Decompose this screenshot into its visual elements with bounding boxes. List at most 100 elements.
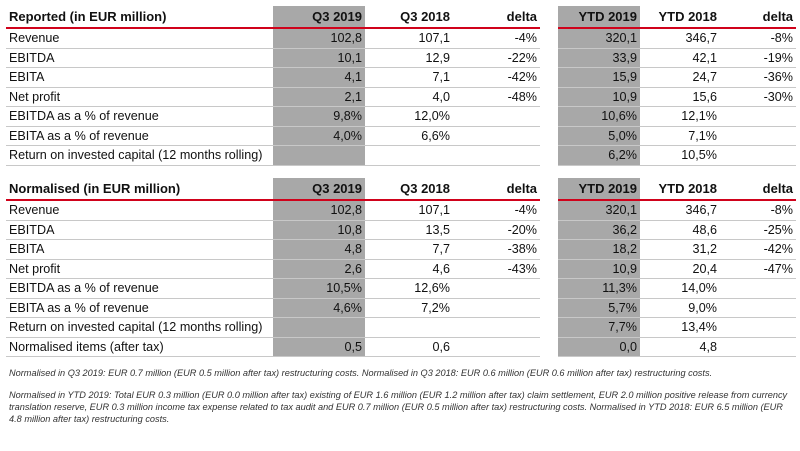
cell-q3-2018: 12,0% [365, 106, 453, 127]
cell-q3-2019: 2,1 [273, 87, 365, 107]
reported-table-body: Reported (in EUR million) Q3 2019 Q3 2018 d… [6, 6, 796, 166]
column-gap [540, 178, 558, 200]
table-row: EBITDA 10,8 13,5 -20% 36,2 48,6 -25% [6, 220, 796, 240]
cell-q3-2019: 102,8 [273, 28, 365, 49]
column-gap [540, 67, 558, 87]
col-header-q-delta: delta [453, 178, 540, 201]
cell-ytd-2018: 31,2 [640, 239, 720, 260]
cell-ytd-delta: -36% [720, 67, 796, 88]
cell-q3-2019: 9,8% [273, 106, 365, 127]
cell-ytd-2018: 7,1% [640, 126, 720, 146]
cell-ytd-2018: 14,0% [640, 278, 720, 299]
cell-q3-2019: 4,6% [273, 298, 365, 318]
column-gap [540, 106, 558, 126]
table-row: EBITA 4,8 7,7 -38% 18,2 31,2 -42% [6, 239, 796, 260]
row-label: EBITDA as a % of revenue [6, 106, 273, 127]
row-label: Net profit [6, 87, 273, 107]
col-header-q-delta: delta [453, 6, 540, 29]
cell-ytd-2019: 7,7% [558, 317, 640, 338]
table-row: EBITDA 10,1 12,9 -22% 33,9 42,1 -19% [6, 48, 796, 68]
table-row: EBITDA as a % of revenue 9,8% 12,0% 10,6% 12… [6, 106, 796, 127]
column-gap [540, 317, 558, 337]
cell-q3-2019: 102,8 [273, 200, 365, 221]
cell-ytd-delta [720, 278, 796, 299]
cell-ytd-2018: 346,7 [640, 200, 720, 221]
row-label: Return on invested capital (12 months ro… [6, 145, 273, 166]
table-title: Normalised (in EUR million) [6, 178, 273, 201]
cell-q-delta: -22% [453, 48, 540, 68]
cell-ytd-2018: 20,4 [640, 259, 720, 279]
cell-q3-2018 [365, 145, 453, 166]
col-header-q3-2019: Q3 2019 [273, 178, 365, 201]
cell-ytd-delta [720, 106, 796, 127]
footnote-q3: Normalised in Q3 2019: EUR 0.7 million (… [9, 368, 713, 378]
cell-ytd-2019: 33,9 [558, 48, 640, 68]
cell-q-delta: -4% [453, 200, 540, 221]
cell-q3-2019 [273, 317, 365, 338]
col-header-ytd-delta: delta [720, 6, 796, 29]
cell-q-delta [453, 106, 540, 127]
row-label: EBITDA [6, 48, 273, 68]
col-header-ytd-2019: YTD 2019 [558, 178, 640, 201]
cell-q3-2018: 7,2% [365, 298, 453, 318]
row-label: EBITDA [6, 220, 273, 240]
cell-ytd-delta [720, 126, 796, 146]
cell-q3-2019 [273, 145, 365, 166]
normalised-table-body: Normalised (in EUR million) Q3 2019 Q3 201… [6, 178, 796, 357]
cell-ytd-delta: -8% [720, 200, 796, 221]
table-row: EBITA as a % of revenue 4,6% 7,2% 5,7% 9,0% [6, 298, 796, 318]
cell-ytd-delta [720, 317, 796, 338]
row-label: Revenue [6, 28, 273, 49]
table-row: Return on invested capital (12 months ro… [6, 317, 796, 338]
col-header-ytd-2018: YTD 2018 [640, 6, 720, 29]
row-label: EBITA [6, 239, 273, 260]
column-gap [540, 200, 558, 220]
column-gap [540, 220, 558, 240]
cell-ytd-2018: 12,1% [640, 106, 720, 127]
col-header-q3-2018: Q3 2018 [365, 6, 453, 29]
cell-ytd-2018: 4,8 [640, 337, 720, 357]
cell-q3-2018: 12,6% [365, 278, 453, 299]
table-row: EBITA 4,1 7,1 -42% 15,9 24,7 -36% [6, 67, 796, 88]
row-label: EBITA as a % of revenue [6, 126, 273, 146]
cell-ytd-2018: 10,5% [640, 145, 720, 166]
column-gap [540, 239, 558, 259]
row-label: EBITDA as a % of revenue [6, 278, 273, 299]
cell-ytd-2018: 13,4% [640, 317, 720, 338]
table-row: EBITA as a % of revenue 4,0% 6,6% 5,0% 7,1% [6, 126, 796, 146]
column-gap [540, 145, 558, 165]
cell-q3-2019: 10,5% [273, 278, 365, 299]
cell-q3-2019: 4,0% [273, 126, 365, 146]
cell-ytd-2018: 48,6 [640, 220, 720, 240]
cell-ytd-2018: 9,0% [640, 298, 720, 318]
col-header-q3-2018: Q3 2018 [365, 178, 453, 201]
cell-ytd-2019: 5,0% [558, 126, 640, 146]
cell-q3-2019: 4,8 [273, 239, 365, 260]
normalised-table: Normalised (in EUR million) Q3 2019 Q3 201… [6, 178, 796, 357]
cell-ytd-2019: 0,0 [558, 337, 640, 357]
column-gap [540, 28, 558, 48]
cell-q3-2018: 12,9 [365, 48, 453, 68]
table-row: Revenue 102,8 107,1 -4% 320,1 346,7 -8% [6, 200, 796, 221]
cell-ytd-2019: 10,9 [558, 87, 640, 107]
header-row: Normalised (in EUR million) Q3 2019 Q3 201… [6, 178, 796, 201]
cell-ytd-delta: -30% [720, 87, 796, 107]
cell-ytd-delta: -42% [720, 239, 796, 260]
cell-q-delta: -43% [453, 259, 540, 279]
cell-q3-2018 [365, 317, 453, 338]
table-row: EBITDA as a % of revenue 10,5% 12,6% 11,3% 1… [6, 278, 796, 299]
cell-ytd-delta [720, 298, 796, 318]
cell-q3-2019: 0,5 [273, 337, 365, 357]
cell-q3-2018: 7,1 [365, 67, 453, 88]
cell-ytd-2019: 18,2 [558, 239, 640, 260]
header-row: Reported (in EUR million) Q3 2019 Q3 2018 d… [6, 6, 796, 29]
row-label: EBITA as a % of revenue [6, 298, 273, 318]
cell-q3-2018: 13,5 [365, 220, 453, 240]
cell-q3-2018: 4,0 [365, 87, 453, 107]
cell-q-delta: -48% [453, 87, 540, 107]
cell-ytd-2019: 11,3% [558, 278, 640, 299]
cell-ytd-delta [720, 145, 796, 166]
column-gap [540, 126, 558, 146]
cell-q-delta [453, 298, 540, 318]
cell-ytd-delta: -19% [720, 48, 796, 68]
